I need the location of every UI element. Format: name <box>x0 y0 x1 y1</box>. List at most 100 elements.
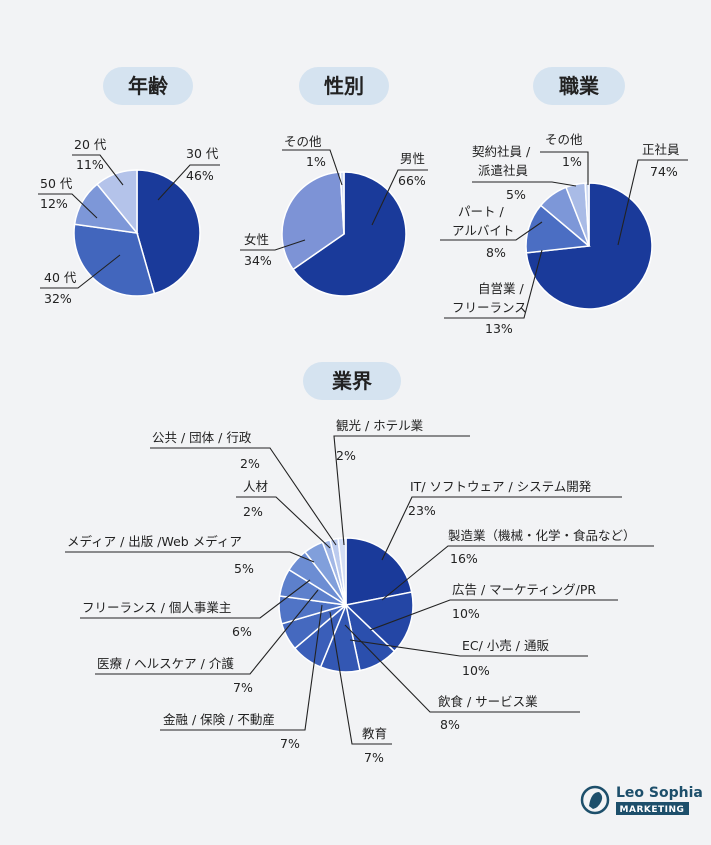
slice-label: 広告 / マーケティング/PR <box>452 582 596 597</box>
chart-title-age: 年齢 <box>128 74 169 98</box>
leader-line <box>40 254 121 289</box>
leader-line <box>349 639 588 657</box>
brand-tag-bg <box>616 802 689 815</box>
slice-value: 5% <box>506 187 526 202</box>
slice-value: 1% <box>306 154 326 169</box>
lion-head-icon <box>580 785 610 815</box>
slice-value: 74% <box>650 164 678 179</box>
leader-line <box>440 221 543 241</box>
pie-slice-1-1 <box>281 171 345 271</box>
slice-value: 13% <box>485 321 513 336</box>
slice-value: 6% <box>232 624 252 639</box>
leader-line <box>371 169 428 226</box>
leader-line <box>381 545 654 601</box>
brand-name: Leo Sophia <box>616 785 703 801</box>
leader-line <box>236 496 331 549</box>
slice-value: 66% <box>398 173 426 188</box>
leader-line <box>240 239 306 251</box>
slice-value: 7% <box>280 736 300 751</box>
age-labels: 30 代 46% 40 代 32% 50 代 12% 20 代 11% <box>38 137 220 306</box>
leader-line <box>333 435 470 546</box>
leader-line <box>38 193 98 219</box>
slice-label: その他 <box>545 132 583 147</box>
slice-label: 自営業 / <box>478 281 524 296</box>
pie-slice-2-4 <box>584 182 590 247</box>
pie-slice-3-0 <box>345 537 413 606</box>
pie-slice-0-0 <box>136 169 201 295</box>
slice-label: 製造業（機械・化学・食品など） <box>448 528 636 543</box>
title-pill-gender <box>299 67 389 105</box>
slice-label: 30 代 <box>186 146 219 161</box>
leader-line <box>617 159 688 246</box>
leader-line <box>344 624 580 713</box>
slice-label: 派遣社員 <box>478 163 529 178</box>
title-pill-occupation <box>533 67 625 105</box>
brand-logo: Leo Sophia MARKETING <box>580 785 703 815</box>
title-pill-age <box>103 67 193 105</box>
leader-line <box>540 151 589 185</box>
slice-label: 50 代 <box>40 176 73 191</box>
industry-labels: IT/ ソフトウェア / システム開発 23% 製造業（機械・化学・食品など） … <box>65 418 654 765</box>
slice-value: 32% <box>44 291 72 306</box>
slice-value: 7% <box>364 750 384 765</box>
slice-label: アルバイト <box>452 223 514 238</box>
slice-label: 40 代 <box>44 270 77 285</box>
leader-line <box>369 599 618 631</box>
pie-slice-1-2 <box>339 171 345 235</box>
slice-value: 34% <box>244 253 272 268</box>
gender-labels: 男性 66% 女性 34% その他 1% <box>240 134 428 268</box>
pie-slice-1-0 <box>292 171 407 297</box>
lion-mane-icon <box>589 792 603 809</box>
slice-value: 8% <box>440 717 460 732</box>
leader-line <box>381 496 622 561</box>
title-pill-industry <box>303 362 401 400</box>
chart-title-occupation: 職業 <box>559 74 600 98</box>
slice-value: 2% <box>336 448 356 463</box>
slice-label: その他 <box>284 134 322 149</box>
slice-label: パート / <box>458 204 504 219</box>
leader-line <box>160 604 323 731</box>
pie-slice-0-3 <box>96 169 138 236</box>
leader-line <box>444 249 543 319</box>
slice-label: 正社員 <box>642 142 680 157</box>
slice-value: 5% <box>234 561 254 576</box>
slice-value: 10% <box>462 663 490 678</box>
chart-title-gender: 性別 <box>324 74 364 98</box>
slice-value: 12% <box>40 196 68 211</box>
slice-label: 公共 / 団体 / 行政 <box>152 430 252 445</box>
leader-line <box>282 149 343 186</box>
leader-line <box>80 579 311 619</box>
slice-value: 2% <box>243 504 263 519</box>
leader-line <box>472 181 577 187</box>
slice-value: 2% <box>240 456 260 471</box>
slice-label: 男性 <box>400 151 425 166</box>
slice-label: メディア / 出版 /Web メディア <box>67 534 242 549</box>
slice-value: 11% <box>76 157 104 172</box>
slice-label: EC/ 小売 / 通販 <box>462 638 549 653</box>
pie-slices <box>73 169 653 673</box>
slice-label: 観光 / ホテル業 <box>336 418 424 433</box>
slice-value: 10% <box>452 606 480 621</box>
slice-value: 16% <box>450 551 478 566</box>
leader-line <box>95 589 319 675</box>
pie-slice-3-12 <box>337 537 347 606</box>
leader-line <box>65 551 315 563</box>
slice-label: 飲食 / サービス業 <box>438 694 538 709</box>
leader-line <box>329 611 392 745</box>
slice-value: 46% <box>186 168 214 183</box>
slice-label: 女性 <box>244 232 269 247</box>
slice-value: 8% <box>486 245 506 260</box>
slice-value: 23% <box>408 503 436 518</box>
occupation-labels: 正社員 74% 自営業 / フリーランス 13% パート / アルバイト 8% … <box>440 132 688 336</box>
leader-line <box>72 154 124 186</box>
slice-value: 1% <box>562 154 582 169</box>
leader-line <box>157 164 220 201</box>
slice-label: 教育 <box>362 726 387 741</box>
slice-label: 金融 / 保険 / 不動産 <box>163 712 275 727</box>
chart-title-industry: 業界 <box>332 369 372 393</box>
slice-label: フリーランス / 個人事業主 <box>82 600 231 615</box>
slice-label: 20 代 <box>74 137 107 152</box>
slice-label: 契約社員 / <box>472 144 531 159</box>
brand-tag: MARKETING <box>620 805 685 815</box>
